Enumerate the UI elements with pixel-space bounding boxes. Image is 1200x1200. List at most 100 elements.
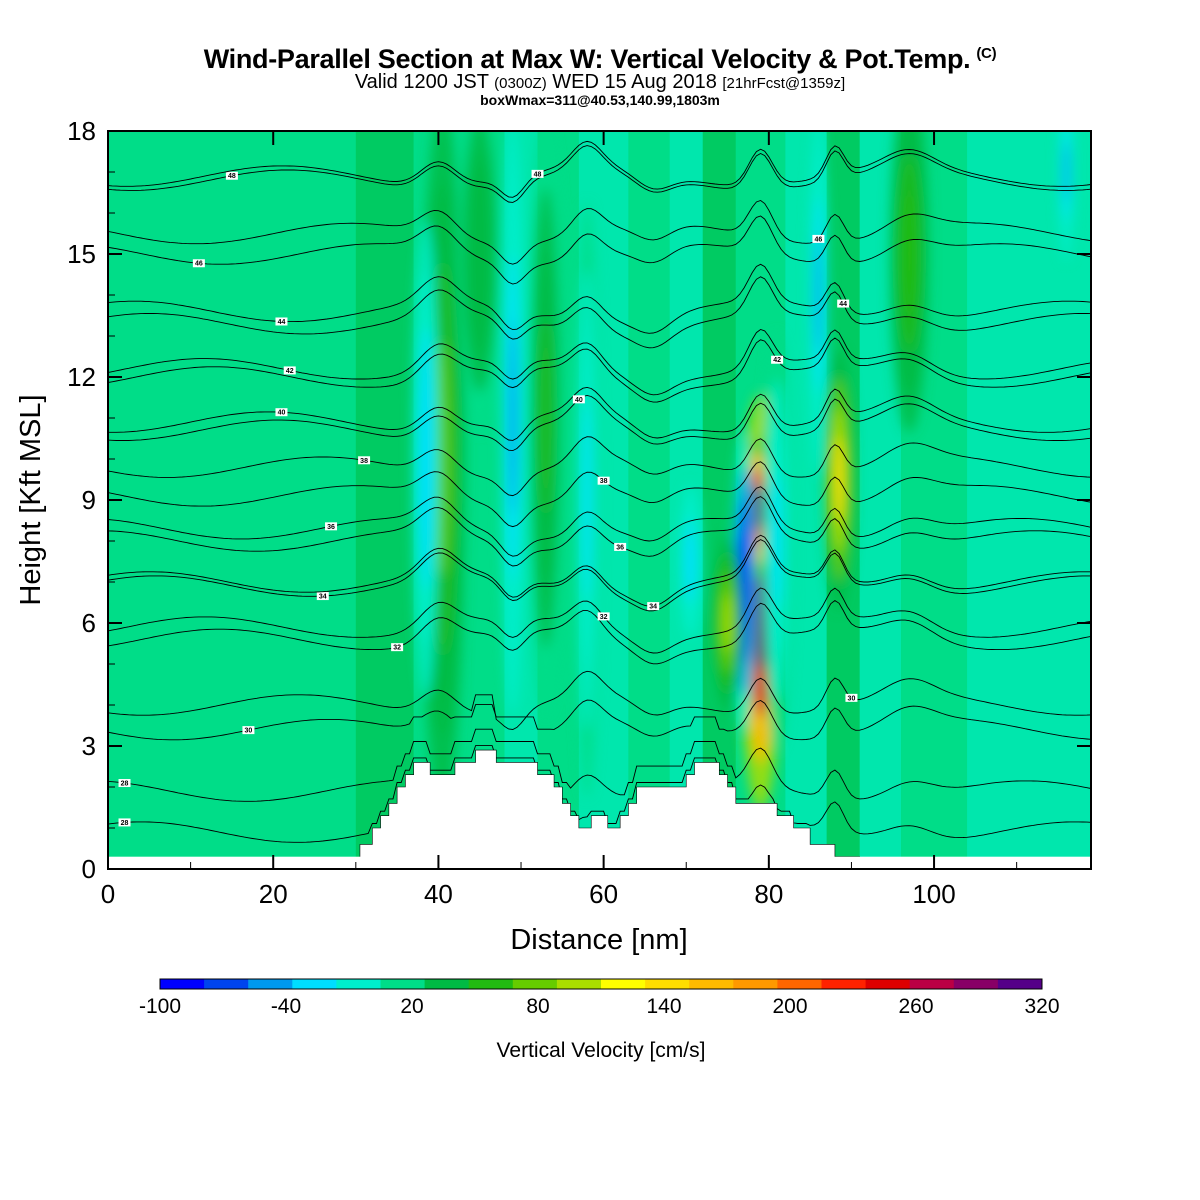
surface-band	[108, 856, 1091, 869]
x-tick-label: 60	[589, 879, 618, 909]
isentrope-label-bg	[845, 693, 858, 702]
title-main: Wind-Parallel Section at Max W: Vertical…	[203, 44, 971, 74]
isentrope-label-bg	[647, 602, 660, 611]
colorbar-swatch	[204, 979, 249, 989]
y-axis-title: Height [Kft MSL]	[15, 394, 47, 605]
isentrope	[108, 539, 1091, 612]
colorbar-swatch	[997, 979, 1043, 989]
isentrope-label-bg	[597, 476, 610, 485]
colorbar-swatch	[468, 979, 514, 989]
velocity-cell	[472, 195, 488, 313]
velocity-band	[967, 131, 1091, 869]
colorbar-tick-label: 20	[400, 995, 423, 1018]
valid-prefix: Valid 1200 JST	[354, 71, 489, 93]
velocity-cell	[421, 381, 431, 537]
isentrope-label-bg	[358, 456, 371, 465]
velocity-band	[702, 131, 736, 869]
isentrope-label-bg	[812, 234, 825, 243]
isentrope	[108, 386, 1091, 441]
y-tick-label: 12	[67, 362, 96, 392]
isentrope-label-bg	[118, 818, 131, 827]
isentrope-label-bg	[614, 542, 627, 551]
velocity-features	[412, 131, 1074, 816]
colorbar-swatch	[909, 979, 955, 989]
isentrope-label-bg	[531, 169, 544, 178]
isentrope-label-bg	[597, 612, 610, 621]
isentrope-label-bg	[225, 171, 238, 180]
colorbar-swatch	[777, 979, 822, 989]
y-tick-label: 15	[67, 239, 96, 269]
colorbar-tick-label: 80	[526, 995, 549, 1018]
velocity-band	[108, 131, 356, 869]
colorbar-swatch	[689, 979, 734, 989]
colorbar-frame	[159, 978, 1043, 990]
colorbar-swatch	[865, 979, 911, 989]
isentrope-label: 34	[319, 594, 327, 601]
y-tick-label: 3	[82, 731, 96, 761]
colorbar-swatch	[601, 979, 646, 989]
isentrope-label: 40	[575, 397, 583, 404]
colorbar-tick-label: 140	[646, 995, 681, 1018]
colorbar-tick-label: 200	[772, 995, 807, 1018]
isentrope	[108, 496, 1091, 567]
isentrope	[108, 215, 1091, 285]
isentrope-label-bg	[771, 355, 784, 364]
colorbar-swatch	[733, 979, 778, 989]
colorbar-swatch	[424, 979, 470, 989]
isentrope-label-bg	[391, 643, 404, 652]
isentrope-label-bg	[837, 299, 850, 308]
isentrope	[108, 199, 1091, 265]
isentrope	[108, 534, 1091, 607]
isentrope-label: 30	[848, 695, 856, 702]
isentrope-label-bg	[192, 259, 205, 268]
terrain	[355, 749, 861, 869]
isentrope-label: 32	[600, 614, 608, 621]
colorbar-tick-label: -40	[271, 995, 301, 1018]
colorbar-tick-label: 260	[898, 995, 933, 1018]
x-tick-label: 100	[912, 879, 955, 909]
colorbar-title: Vertical Velocity [cm/s]	[497, 1039, 706, 1062]
colorbar-swatch	[160, 979, 205, 989]
isentrope-label: 46	[815, 236, 823, 243]
velocity-cell	[539, 320, 552, 516]
isentrope	[108, 486, 1091, 557]
isentrope-label: 38	[360, 458, 368, 465]
isentrope-label: 30	[245, 728, 253, 735]
colorbar-swatch	[953, 979, 999, 989]
isentrope-label: 44	[839, 301, 847, 308]
isentrope	[108, 745, 1091, 843]
colorbar-tick-label: -100	[139, 995, 181, 1018]
plot-area: 28 28 30 30 32 32 34 34 36 36 38 38 40 40 42 42 44 44 46 46…	[108, 131, 1091, 869]
y-tick-label: 6	[82, 608, 96, 638]
valid-utc: (0300Z)	[494, 75, 547, 92]
colorbar-swatch	[292, 979, 337, 989]
copyright-mark: (C)	[976, 45, 997, 62]
velocity-cell	[722, 593, 733, 653]
chart-title: Wind-Parallel Section at Max W: Vertical…	[0, 44, 1200, 75]
colorbar-swatch	[512, 979, 558, 989]
isentrope-label: 44	[278, 319, 286, 326]
isentrope	[108, 263, 1091, 334]
isentrope-label: 42	[286, 368, 294, 375]
x-axis-title: Distance [nm]	[510, 924, 687, 956]
velocity-cell	[583, 402, 592, 598]
isentrope-label: 34	[649, 604, 657, 611]
valid-date: WED 15 Aug 2018	[552, 71, 717, 93]
velocity-bands	[108, 131, 1091, 869]
colorbar-swatch	[821, 979, 867, 989]
isentrope-label: 46	[195, 261, 203, 268]
isentrope	[108, 328, 1091, 396]
colorbar-tick-label: 320	[1024, 995, 1059, 1018]
x-tick-label: 40	[424, 879, 453, 909]
colorbar-swatch	[336, 979, 381, 989]
isentrope	[108, 337, 1091, 403]
isentrope-label-bg	[283, 366, 296, 375]
chart-subtitle: Valid 1200 JST (0300Z) WED 15 Aug 2018 […	[0, 71, 1200, 94]
velocity-band	[355, 131, 414, 869]
y-tick-label: 0	[82, 854, 96, 884]
velocity-band	[628, 131, 670, 869]
x-tick-label: 80	[754, 879, 783, 909]
isentrope	[108, 599, 1091, 665]
